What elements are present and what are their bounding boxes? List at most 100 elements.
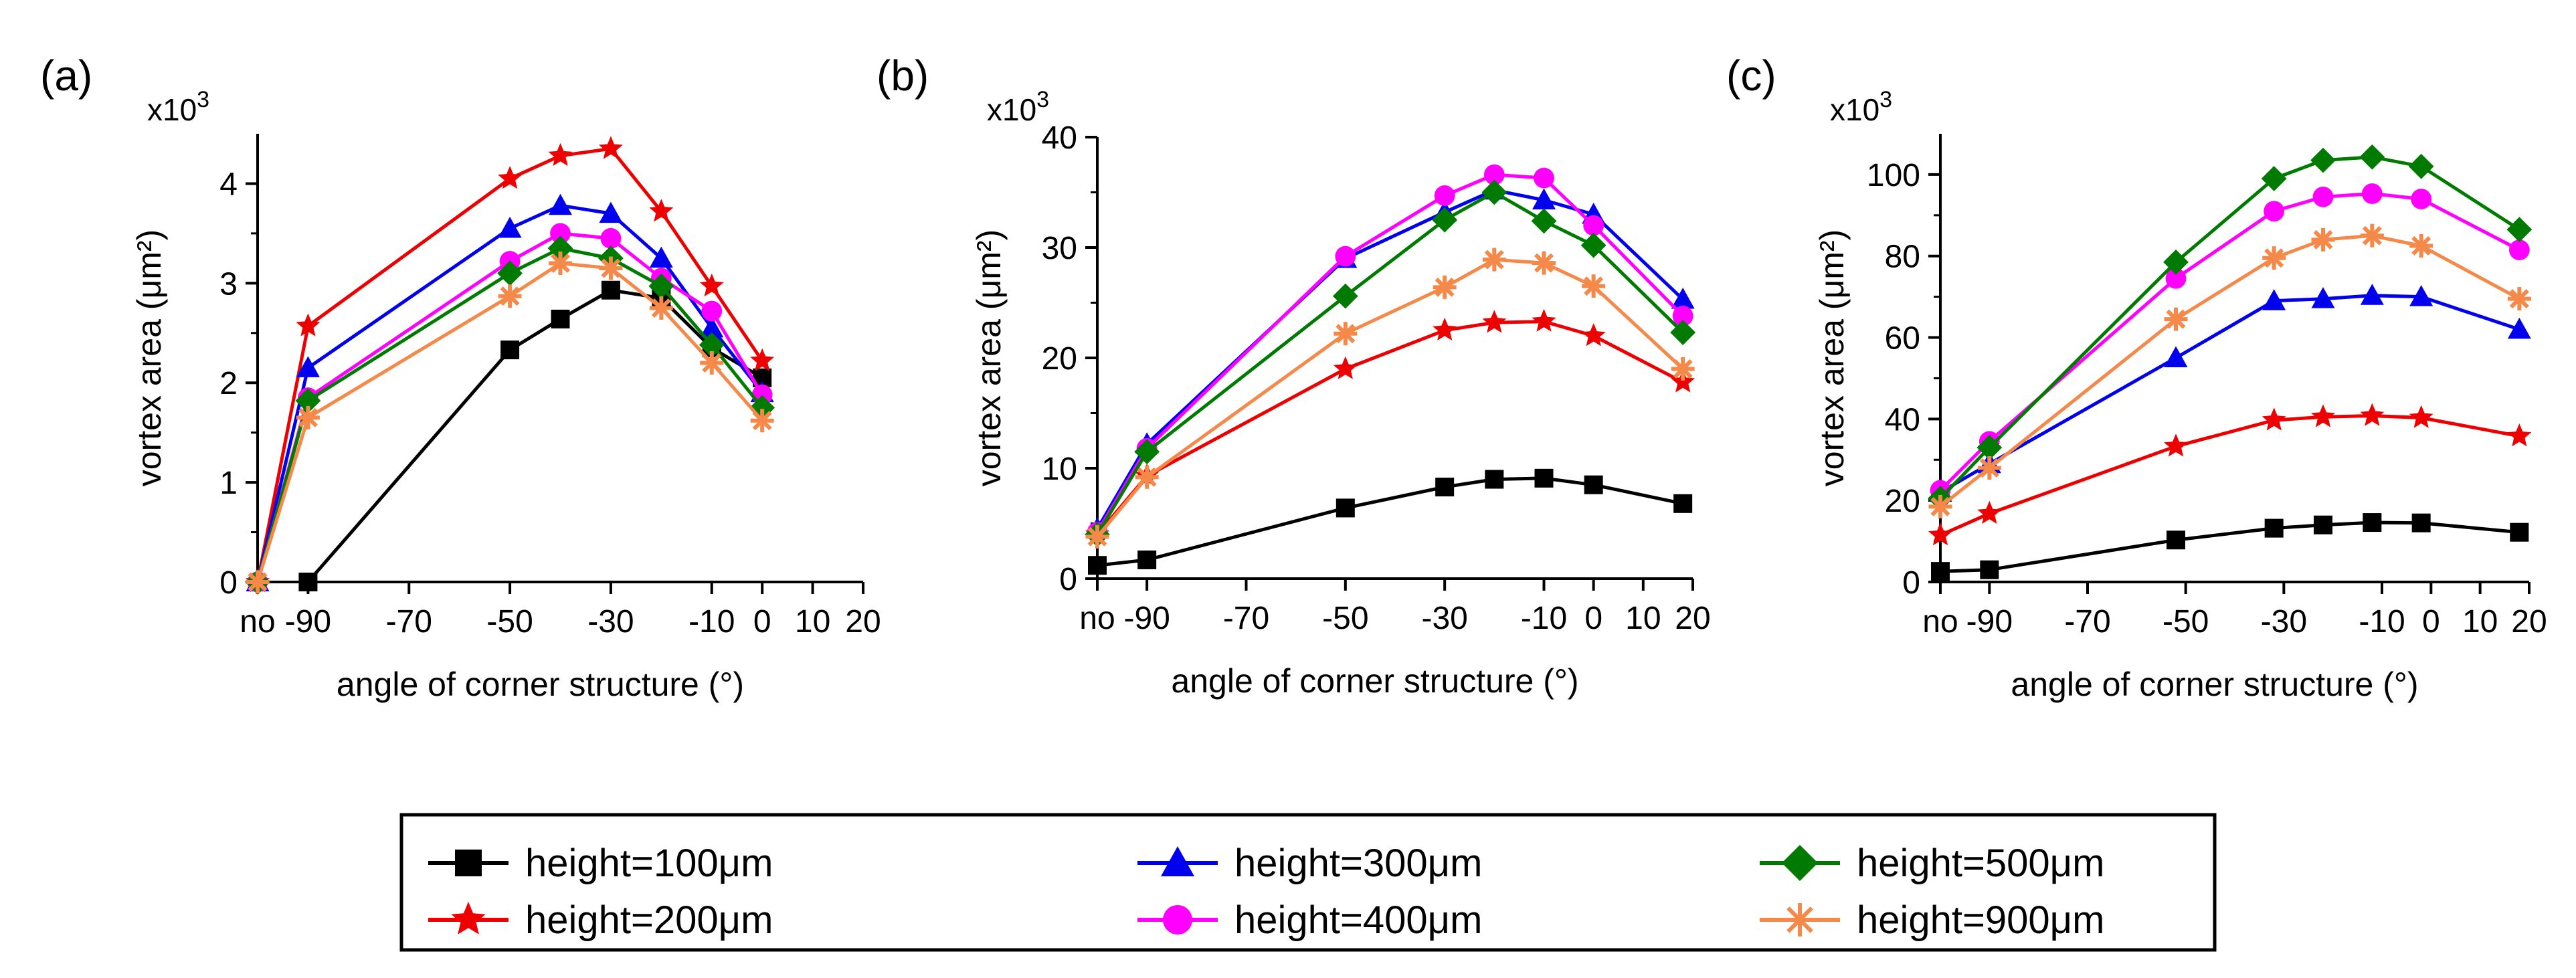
chart-panel-1: (a) 0 1 2 3 4 no -90 -70 -50 -30 -10 0 10 20 angle of c… — [40, 52, 881, 703]
data-point — [548, 142, 573, 166]
panel-label: (b) — [877, 52, 929, 100]
legend-item: height=400μm — [1137, 898, 1482, 942]
legend-marker — [1161, 846, 1194, 876]
data-point — [2360, 403, 2385, 426]
data-point — [700, 316, 724, 338]
y-tick-label: 0 — [1059, 562, 1077, 597]
data-point — [2506, 217, 2533, 243]
legend-marker — [1163, 905, 1192, 935]
series-height=900μm — [1928, 223, 2531, 518]
data-point — [649, 246, 673, 268]
panel-label: (a) — [40, 52, 92, 100]
data-point — [2262, 407, 2286, 431]
y-tick-label: 3 — [219, 266, 238, 302]
series-height=500μm — [245, 235, 775, 595]
x-tick-label: 20 — [2511, 604, 2547, 640]
x-tick-label: -10 — [688, 604, 735, 640]
series-height=100μm — [298, 280, 772, 591]
legend-box — [399, 813, 2217, 952]
x-tick-label: -50 — [486, 604, 533, 640]
series-line — [1939, 192, 2520, 492]
data-point — [2164, 346, 2188, 367]
data-point — [598, 136, 623, 159]
x-tick-label: -30 — [2261, 604, 2307, 640]
data-point — [1977, 500, 2002, 524]
x-tick-label: -50 — [1322, 601, 1368, 636]
x-tick-label: -30 — [1421, 601, 1467, 636]
data-point — [699, 332, 725, 358]
x-axis-title: angle of corner structure (°) — [2011, 666, 2418, 703]
x-tick-label: -70 — [386, 604, 432, 640]
data-point — [296, 356, 320, 377]
data-point — [1584, 475, 1603, 494]
series-height=100μm — [1931, 513, 2529, 581]
y-axis-title: vortex area (μm²) — [1813, 229, 1851, 486]
x-tick-label: -90 — [1966, 604, 2013, 640]
y-axis-title: vortex area (μm²) — [130, 229, 168, 486]
y-tick-label: 0 — [1902, 565, 1920, 601]
data-point — [2507, 287, 2531, 311]
data-point — [547, 235, 573, 262]
y-tick-label: 1 — [219, 466, 238, 501]
y-tick-label: 60 — [1885, 321, 1920, 357]
data-point — [2510, 522, 2529, 542]
data-point — [1671, 288, 1695, 309]
data-point — [1336, 498, 1355, 518]
data-point — [699, 273, 724, 297]
data-point — [1531, 208, 1557, 234]
series-height=200μm — [1928, 403, 2532, 546]
data-point — [2311, 227, 2335, 252]
x-tick-label: 0 — [1584, 601, 1602, 636]
x-tick-label: 10 — [795, 604, 830, 640]
y-tick-label: 100 — [1867, 158, 1920, 193]
series-line — [256, 146, 764, 583]
x-tick-label: -90 — [285, 604, 331, 640]
data-point — [1137, 550, 1157, 569]
legend-marker — [1783, 903, 1817, 937]
chart-panel-3: (c) 0 20 40 60 80 100 no -90 -70 -50 -30 -10 0 10 20 ang… — [1726, 52, 2547, 703]
y-tick-label: 40 — [1042, 120, 1077, 156]
y-multiplier: x103 — [147, 87, 209, 127]
data-point — [1671, 369, 1695, 393]
data-point — [2165, 268, 2187, 289]
x-tick-label: -90 — [1123, 601, 1170, 636]
data-point — [1928, 522, 1952, 546]
data-point — [1433, 275, 1457, 299]
data-point — [2264, 518, 2284, 538]
data-point — [600, 227, 622, 249]
legend-item: height=500μm — [1760, 842, 2104, 885]
data-point — [601, 280, 620, 300]
series-line — [256, 246, 764, 583]
data-point — [2311, 404, 2335, 427]
legend-item: height=300μm — [1137, 842, 1482, 885]
series-line — [1095, 188, 1684, 530]
data-point — [2508, 239, 2530, 260]
data-point — [298, 573, 318, 591]
series-height=200μm — [246, 136, 775, 593]
legend-label: height=400μm — [1234, 898, 1482, 942]
data-point — [1583, 215, 1604, 236]
data-point — [2361, 183, 2383, 204]
series-height=900μm — [1085, 248, 1695, 549]
series-height=400μm — [1930, 183, 2530, 501]
series-line — [1939, 233, 2520, 508]
series-line — [306, 288, 763, 583]
data-point — [2310, 147, 2336, 173]
data-point — [500, 340, 520, 360]
data-point — [2507, 423, 2532, 447]
data-point — [1434, 185, 1455, 206]
panel-label: (c) — [1726, 52, 1776, 100]
data-point — [2411, 189, 2432, 209]
data-point — [701, 300, 723, 322]
data-point — [1532, 308, 1556, 332]
series-height=500μm — [1928, 144, 2533, 512]
data-point — [1670, 320, 1696, 345]
legend-label: height=900μm — [1857, 898, 2104, 942]
data-point — [1333, 322, 1358, 346]
data-point — [1433, 317, 1457, 340]
data-point — [1481, 179, 1507, 205]
data-point — [2167, 530, 2185, 550]
data-point — [1485, 470, 1504, 489]
chart-panel-2: (b) 0 10 20 30 40 no -90 -70 -50 -30 -10 0 10 20 angle … — [877, 52, 1711, 700]
data-point — [2360, 284, 2384, 305]
